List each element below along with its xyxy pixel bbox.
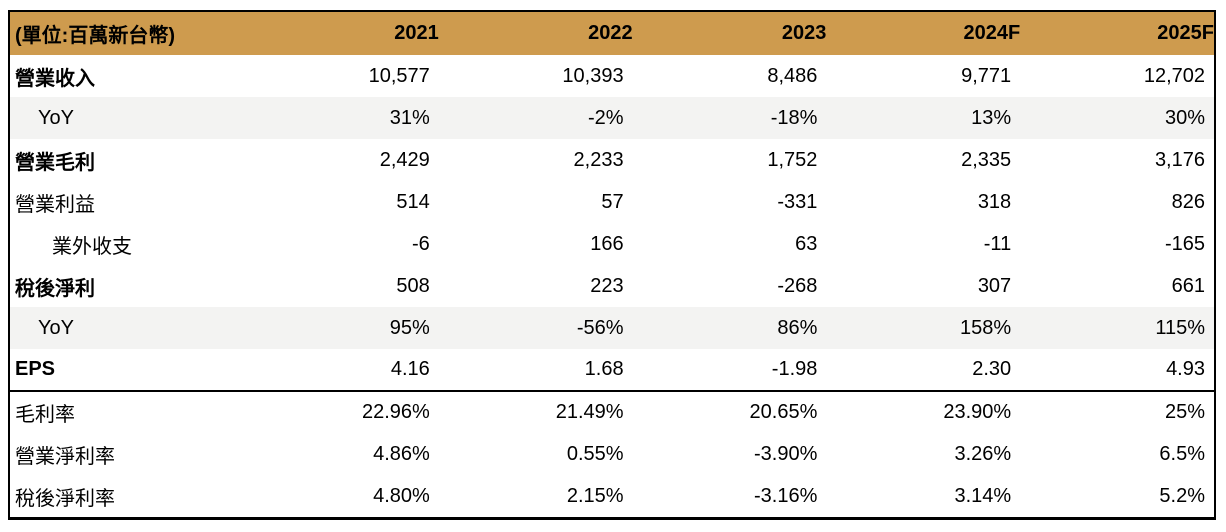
value-cell: -268 bbox=[777, 274, 818, 297]
row-label-gross-profit: 營業毛利 bbox=[15, 151, 95, 174]
table-row-gross-margin: 毛利率 22.96% 21.49% 20.65% 23.90% 25% bbox=[10, 391, 1214, 433]
row-label-revenue-yoy: YoY bbox=[38, 106, 74, 129]
value-cell: 166 bbox=[590, 232, 624, 255]
value-cell: -331 bbox=[777, 190, 818, 213]
value-cell: 318 bbox=[977, 190, 1012, 213]
column-header-2021: 2021 bbox=[394, 22, 439, 44]
value-cell: 12,702 bbox=[1143, 64, 1205, 87]
value-cell: 826 bbox=[1171, 190, 1205, 213]
value-cell: 661 bbox=[1171, 274, 1205, 297]
value-cell: -11 bbox=[983, 232, 1012, 255]
value-cell: 0.55% bbox=[566, 442, 624, 465]
value-cell: -56% bbox=[576, 316, 624, 339]
row-label-net-income-yoy: YoY bbox=[38, 316, 74, 339]
value-cell: 30% bbox=[1164, 106, 1205, 129]
unit-label: (單位:百萬新台幣) bbox=[15, 25, 175, 47]
row-label-revenue: 營業收入 bbox=[15, 67, 95, 90]
value-cell: -6 bbox=[412, 232, 430, 255]
table-row-net-income-yoy: YoY 95% -56% 86% 158% 115% bbox=[10, 307, 1214, 349]
value-cell: 2,335 bbox=[961, 148, 1012, 171]
value-cell: 63 bbox=[795, 232, 818, 255]
value-cell: 4.80% bbox=[373, 484, 430, 507]
value-cell: 4.86% bbox=[373, 442, 430, 465]
value-cell: -2% bbox=[588, 106, 624, 129]
value-cell: 3.26% bbox=[954, 442, 1012, 465]
row-label-operating-income: 營業利益 bbox=[15, 193, 95, 216]
column-header-2024f: 2024F bbox=[963, 22, 1021, 44]
column-header-2025f: 2025F bbox=[1157, 22, 1214, 44]
value-cell: 223 bbox=[590, 274, 624, 297]
value-cell: 21.49% bbox=[555, 401, 624, 423]
value-cell: 3,176 bbox=[1154, 148, 1205, 171]
table-row-gross-profit: 營業毛利 2,429 2,233 1,752 2,335 3,176 bbox=[10, 139, 1214, 181]
row-label-net-income: 稅後淨利 bbox=[15, 277, 95, 300]
value-cell: 2.30 bbox=[826, 349, 1021, 392]
value-cell: 508 bbox=[396, 274, 430, 297]
value-cell: 23.90% bbox=[943, 401, 1012, 423]
value-cell: 1,752 bbox=[767, 148, 818, 171]
value-cell: 13% bbox=[971, 106, 1012, 129]
value-cell: 9,771 bbox=[961, 64, 1012, 87]
table-row-eps: EPS 4.16 1.68 -1.98 2.30 4.93 bbox=[10, 349, 1214, 392]
value-cell: -3.90% bbox=[754, 442, 818, 465]
row-label-gross-margin: 毛利率 bbox=[15, 404, 75, 426]
value-cell: 4.93 bbox=[1020, 349, 1214, 392]
value-cell: 1.68 bbox=[438, 349, 633, 392]
value-cell: 115% bbox=[1155, 316, 1205, 339]
value-cell: 25% bbox=[1164, 401, 1205, 423]
financials-table: (單位:百萬新台幣) 2021 2022 2023 2024F 2025F 營業… bbox=[10, 12, 1214, 517]
value-cell: 57 bbox=[601, 190, 624, 213]
table-row-net-margin: 稅後淨利率 4.80% 2.15% -3.16% 3.14% 5.2% bbox=[10, 475, 1214, 517]
value-cell: 86% bbox=[777, 316, 818, 339]
value-cell: -165 bbox=[1164, 232, 1205, 255]
table-row-operating-income: 營業利益 514 57 -331 318 826 bbox=[10, 181, 1214, 223]
table-row-net-income: 稅後淨利 508 223 -268 307 661 bbox=[10, 265, 1214, 307]
column-header-2022: 2022 bbox=[588, 22, 633, 44]
value-cell: 3.14% bbox=[954, 484, 1012, 507]
value-cell: 5.2% bbox=[1159, 484, 1205, 507]
row-label-eps: EPS bbox=[10, 349, 245, 392]
value-cell: 158% bbox=[960, 316, 1012, 339]
table-row-non-operating: 業外收支 -6 166 63 -11 -165 bbox=[10, 223, 1214, 265]
value-cell: 514 bbox=[396, 190, 430, 213]
value-cell: 95% bbox=[389, 316, 430, 339]
value-cell: 8,486 bbox=[767, 64, 818, 87]
value-cell: 4.16 bbox=[245, 349, 439, 392]
header-row: (單位:百萬新台幣) 2021 2022 2023 2024F 2025F bbox=[10, 12, 1214, 55]
row-label-operating-margin: 營業淨利率 bbox=[15, 445, 115, 468]
value-cell: 22.96% bbox=[361, 401, 430, 423]
value-cell: 31% bbox=[389, 106, 430, 129]
table-row-operating-margin: 營業淨利率 4.86% 0.55% -3.90% 3.26% 6.5% bbox=[10, 433, 1214, 475]
table-row-revenue: 營業收入 10,577 10,393 8,486 9,771 12,702 bbox=[10, 55, 1214, 97]
row-label-net-margin: 稅後淨利率 bbox=[15, 487, 115, 510]
column-header-2023: 2023 bbox=[781, 22, 827, 44]
value-cell: -3.16% bbox=[754, 484, 818, 507]
value-cell: 2.15% bbox=[566, 484, 624, 507]
value-cell: 2,233 bbox=[573, 148, 624, 171]
value-cell: -18% bbox=[770, 106, 818, 129]
value-cell: 10,393 bbox=[562, 64, 624, 87]
value-cell: 2,429 bbox=[379, 148, 430, 171]
value-cell: 307 bbox=[977, 274, 1012, 297]
value-cell: 10,577 bbox=[368, 64, 430, 87]
table-row-revenue-yoy: YoY 31% -2% -18% 13% 30% bbox=[10, 97, 1214, 139]
row-label-non-operating: 業外收支 bbox=[52, 235, 132, 258]
value-cell: 6.5% bbox=[1159, 442, 1205, 465]
financial-summary-table: (單位:百萬新台幣) 2021 2022 2023 2024F 2025F 營業… bbox=[8, 10, 1216, 520]
value-cell: -1.98 bbox=[632, 349, 827, 392]
value-cell: 20.65% bbox=[749, 401, 818, 423]
